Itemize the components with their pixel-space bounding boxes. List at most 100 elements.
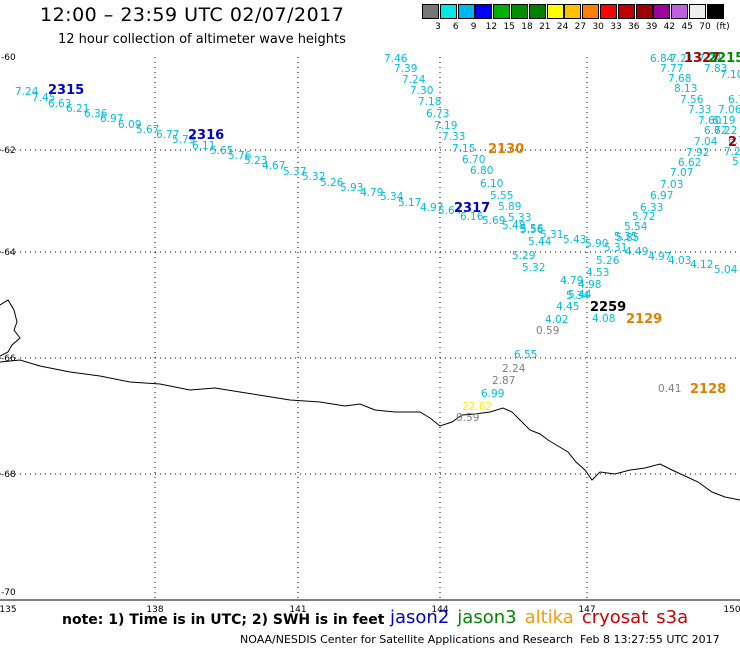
wave-height-value: 7.33 bbox=[688, 104, 711, 116]
wave-height-value: 4.98 bbox=[578, 279, 601, 291]
wave-height-value: 7.2 bbox=[724, 146, 740, 158]
pass-time-label: 2317 bbox=[454, 201, 490, 216]
wave-height-value: 5.31 bbox=[604, 242, 627, 254]
wave-height-value: 6.55 bbox=[514, 349, 537, 361]
wave-height-value: 7.10 bbox=[720, 69, 740, 81]
color-swatch bbox=[493, 4, 511, 19]
wave-height-value: 7.24 bbox=[402, 74, 426, 86]
wave-height-value: 6.11 bbox=[192, 140, 215, 152]
wave-height-value: 7.83 bbox=[704, 63, 727, 75]
wave-height-value: 5.48 bbox=[502, 220, 525, 232]
color-swatch bbox=[528, 4, 546, 19]
latitude-label: -68 bbox=[1, 470, 16, 480]
wave-height-value: 5.04 bbox=[714, 264, 738, 276]
wave-height-value: 2.87 bbox=[492, 375, 515, 387]
wave-height-value: 0.59 bbox=[456, 412, 479, 424]
wave-height-value: 4.97 bbox=[420, 202, 443, 214]
wave-height-value: 7.06 bbox=[718, 104, 740, 116]
latitude-label: -62 bbox=[1, 146, 16, 156]
legend-s3a: s3a bbox=[656, 607, 689, 628]
color-swatch bbox=[600, 4, 617, 19]
wave-height-value: 6.16 bbox=[460, 211, 484, 223]
wave-height-value: 5.26 bbox=[596, 255, 620, 267]
color-swatch bbox=[564, 4, 582, 19]
wave-height-value: 4.67 bbox=[262, 160, 285, 172]
latitude-label: -64 bbox=[1, 248, 16, 258]
color-scale-label: 18 bbox=[521, 22, 533, 32]
wave-height-value: 4.02 bbox=[545, 314, 568, 326]
wave-height-value: 6.21 bbox=[66, 103, 89, 115]
longitude-label: 141 bbox=[289, 605, 306, 615]
wave-height-value: 5.8 bbox=[732, 156, 740, 168]
wave-height-value: 5.44 bbox=[568, 289, 592, 301]
color-swatch bbox=[439, 4, 457, 19]
wave-height-value: 6.10 bbox=[480, 178, 503, 190]
wave-height-value: 6.72 bbox=[704, 125, 727, 137]
color-swatch bbox=[671, 4, 689, 19]
wave-height-value: 0.41 bbox=[658, 383, 681, 395]
wave-height-value: 0.59 bbox=[536, 325, 559, 337]
wave-height-value: 5.17 bbox=[398, 197, 421, 209]
wave-height-value: 5.34 bbox=[566, 290, 590, 302]
color-swatch bbox=[706, 4, 724, 19]
color-scale-label: 36 bbox=[628, 22, 640, 32]
legend-cryosat: cryosat bbox=[581, 607, 649, 628]
color-swatch bbox=[546, 4, 564, 19]
color-scale-label: 33 bbox=[610, 22, 622, 32]
color-swatch bbox=[617, 4, 635, 19]
color-scale-label: 15 bbox=[503, 22, 515, 32]
color-swatch bbox=[689, 4, 706, 19]
wave-height-value: 5.55 bbox=[490, 190, 513, 202]
map-title: 12:00 – 23:59 UTC 02/07/2017 bbox=[40, 4, 345, 26]
wave-height-value: 6.99 bbox=[481, 388, 504, 400]
wave-height-value: 7.39 bbox=[394, 63, 417, 75]
wave-height-value: 6.22 bbox=[714, 125, 737, 137]
legend-jason3: jason3 bbox=[457, 607, 517, 628]
wave-height-value: 5.90 bbox=[585, 238, 608, 250]
wave-height-value: 5.56 bbox=[520, 224, 544, 236]
wave-height-value: 5.34 bbox=[380, 191, 404, 203]
longitude-label: 138 bbox=[146, 605, 163, 615]
color-swatch bbox=[457, 4, 475, 19]
wave-height-value: 4.49 bbox=[625, 246, 648, 258]
wave-height-value: 4.53 bbox=[586, 267, 609, 279]
color-scale-label: 9 bbox=[470, 22, 477, 32]
wave-height-value: 7.77 bbox=[660, 63, 683, 75]
color-scale-label: 45 bbox=[681, 22, 693, 32]
wave-height-value: 6.62 bbox=[678, 157, 701, 169]
coastline bbox=[0, 299, 740, 501]
footer-note: note: 1) Time is in UTC; 2) SWH is in fe… bbox=[62, 612, 385, 628]
color-scale-label: 3 bbox=[435, 22, 441, 32]
wave-height-value: 7.24 bbox=[15, 86, 39, 98]
wave-height-value: 4.03 bbox=[668, 255, 691, 267]
color-scale-label: 39 bbox=[645, 22, 658, 32]
footer-timestamp: Feb 8 13:27:55 UTC 2017 bbox=[580, 633, 720, 646]
map-gridlines: -60 -62 -64 -66 -68 -70 135 138 141 144 147 150 bbox=[0, 53, 740, 615]
wave-height-value: 22.62 bbox=[462, 401, 492, 413]
wave-height-value: 5.35 bbox=[614, 231, 637, 243]
wave-height-value: 5.37 bbox=[283, 166, 306, 178]
wave-height-value: 6.36 bbox=[84, 108, 108, 120]
wave-height-value: 7.15 bbox=[452, 143, 475, 155]
longitude-label: 144 bbox=[431, 605, 448, 615]
wave-height-value: 5.32 bbox=[522, 262, 545, 274]
wave-height-tracks: 7.247.456.636.216.366.976.095.676.775.79… bbox=[15, 53, 740, 424]
wave-height-value: 4.12 bbox=[690, 259, 713, 271]
wave-height-value: 7.46 bbox=[384, 53, 408, 65]
wave-height-value: 7.33 bbox=[442, 131, 465, 143]
color-scale-label: 12 bbox=[485, 22, 498, 32]
wave-height-value: 7.21 bbox=[670, 53, 693, 65]
latitude-label: -66 bbox=[1, 354, 16, 364]
wave-height-value: 6.7 bbox=[728, 94, 740, 106]
longitude-label: 147 bbox=[578, 605, 595, 615]
color-scale-label: 30 bbox=[592, 22, 604, 32]
wave-height-value: 6.77 bbox=[156, 129, 179, 141]
wave-height-value: 5.69 bbox=[482, 215, 505, 227]
wave-height-value: 6.74 bbox=[728, 135, 740, 147]
pass-time-label: 2128 bbox=[690, 382, 726, 397]
wave-height-value: 4.08 bbox=[592, 313, 615, 325]
wave-height-value: 4.79 bbox=[560, 275, 583, 287]
color-scale-label: 21 bbox=[539, 22, 551, 32]
color-scale-label: 42 bbox=[663, 22, 676, 32]
